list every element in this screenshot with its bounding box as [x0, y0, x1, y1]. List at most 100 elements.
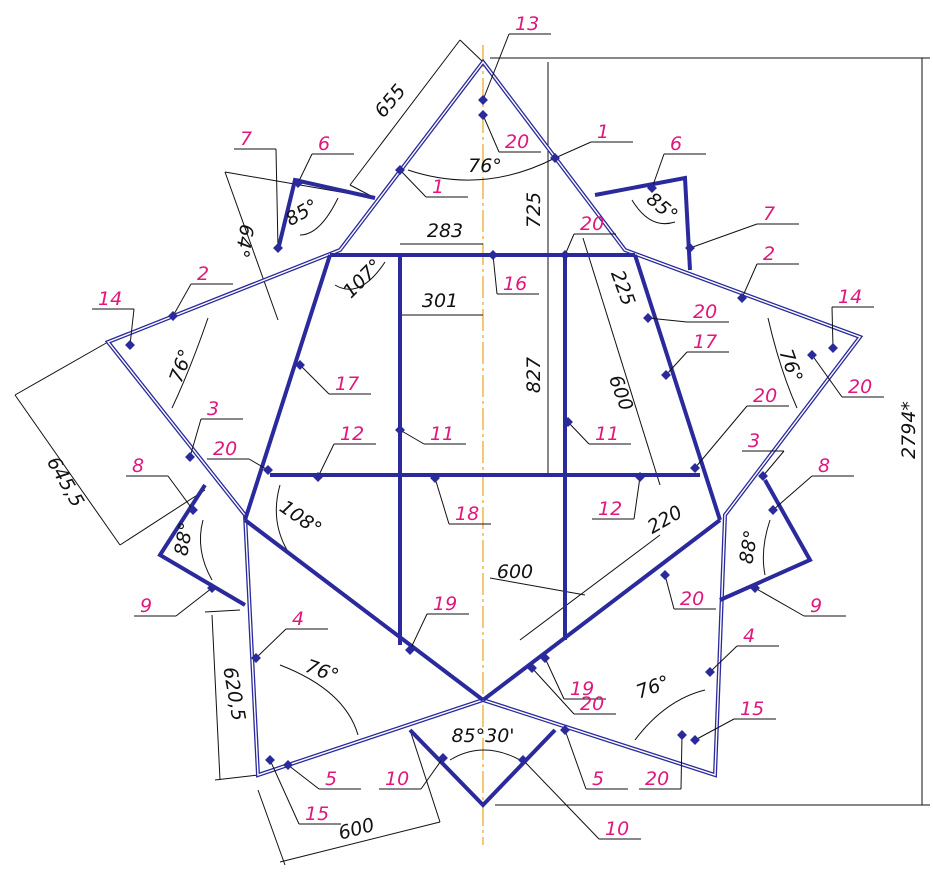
callout-label: 5 — [325, 768, 337, 790]
leader — [435, 478, 449, 524]
dimension-label: 620,5 — [218, 665, 249, 722]
dimension-label: 725 — [523, 192, 545, 228]
drawing: 1320117667201622141420171720203320121111… — [0, 0, 933, 875]
callout-label: 7 — [240, 128, 252, 150]
callout-label: 17 — [335, 373, 359, 395]
leader — [755, 588, 804, 616]
callout-label: 20 — [505, 131, 529, 153]
node-marker — [478, 95, 488, 105]
callout-label: 12 — [340, 423, 364, 445]
node-marker — [660, 570, 670, 580]
callout-label: 17 — [693, 331, 717, 353]
leader — [832, 307, 833, 348]
dimension-label: 301 — [422, 290, 458, 312]
callout-label: 15 — [740, 698, 764, 720]
leader — [298, 154, 312, 183]
node-marker — [690, 735, 700, 745]
node-marker — [560, 250, 570, 260]
leader — [742, 264, 757, 298]
callout-label: 5 — [592, 768, 604, 790]
callout-label: 18 — [455, 503, 479, 525]
leader — [130, 309, 134, 345]
dimension-label: 107° — [339, 255, 387, 303]
callout-label: 11 — [595, 423, 619, 445]
callout-label: 13 — [515, 13, 539, 35]
dimension-label: 76° — [633, 671, 672, 703]
dimension-label: 85° — [642, 188, 682, 227]
callout-label: 16 — [503, 273, 527, 295]
leader — [318, 444, 334, 477]
dimension-label: 64° — [230, 223, 258, 260]
leader — [256, 629, 286, 658]
callouts: 1320117667201622141420171720203320121111… — [92, 13, 884, 840]
node-marker — [677, 730, 687, 740]
leader — [300, 365, 329, 394]
callout-label: 9 — [140, 595, 152, 617]
callout-label: 10 — [605, 818, 629, 840]
node-marker — [265, 755, 275, 765]
dimension-label: 76° — [775, 346, 807, 385]
dimensions: 65576°72585°85°64°283107°22530176°76°827… — [42, 80, 920, 844]
dimension-label: 225 — [606, 267, 639, 309]
dimension-label: 76° — [165, 346, 197, 385]
node-marker — [273, 243, 283, 253]
dimension-label: 220 — [644, 501, 686, 538]
callout-label: 12 — [598, 498, 622, 520]
node-marker — [828, 343, 838, 353]
dimension-label: 827 — [523, 357, 545, 393]
leader — [523, 760, 599, 839]
node-marker — [283, 760, 293, 770]
dimension-label: 88° — [170, 520, 198, 557]
dimension-label: 88° — [735, 528, 763, 565]
callout-label: 3 — [207, 398, 219, 420]
node-marker — [395, 425, 405, 435]
dimension-label: 85°30' — [451, 725, 514, 747]
callout-label: 8 — [132, 455, 144, 477]
dimension-label: 600 — [497, 561, 533, 583]
callout-label: 4 — [292, 608, 304, 630]
leader — [168, 476, 193, 510]
leader — [710, 646, 737, 672]
leader — [695, 406, 747, 468]
dimension-label: 76° — [468, 155, 502, 177]
dimension-label: 655 — [370, 80, 410, 122]
callout-label: 2 — [197, 263, 209, 285]
leader — [568, 422, 589, 444]
callout-label: 11 — [430, 423, 454, 445]
node-marker — [807, 350, 817, 360]
leader — [276, 149, 278, 248]
callout-label: 2 — [763, 243, 775, 265]
callout-label: 20 — [680, 588, 704, 610]
callout-label: 7 — [763, 203, 775, 225]
node-marker — [488, 250, 498, 260]
node-marker — [643, 313, 653, 323]
callout-label: 14 — [98, 288, 122, 310]
callout-label: 6 — [670, 133, 682, 155]
node-marker — [685, 243, 695, 253]
callout-label: 20 — [213, 438, 237, 460]
callout-label: 6 — [318, 133, 330, 155]
callout-label: 20 — [693, 301, 717, 323]
leader — [812, 355, 842, 397]
callout-label: 20 — [645, 768, 669, 790]
node-marker — [125, 340, 135, 350]
leader — [410, 614, 427, 650]
callout-label: 3 — [748, 430, 760, 452]
callout-label: 20 — [580, 693, 604, 715]
leader — [288, 765, 319, 789]
callout-label: 14 — [838, 286, 862, 308]
leader — [665, 575, 674, 609]
callout-label: 20 — [580, 213, 604, 235]
leader — [690, 224, 757, 248]
dimension-label: 283 — [427, 220, 463, 242]
callout-label: 15 — [305, 803, 329, 825]
dimension-label: 76° — [302, 655, 341, 687]
dimension-label: 645,5 — [42, 453, 88, 511]
callout-label: 1 — [597, 121, 609, 143]
callout-label: 19 — [433, 593, 457, 615]
dimension-label: 2794* — [898, 401, 920, 459]
callout-label: 4 — [743, 625, 755, 647]
leader — [681, 735, 682, 789]
leader — [555, 142, 591, 158]
dimension-label: 600 — [336, 814, 377, 845]
